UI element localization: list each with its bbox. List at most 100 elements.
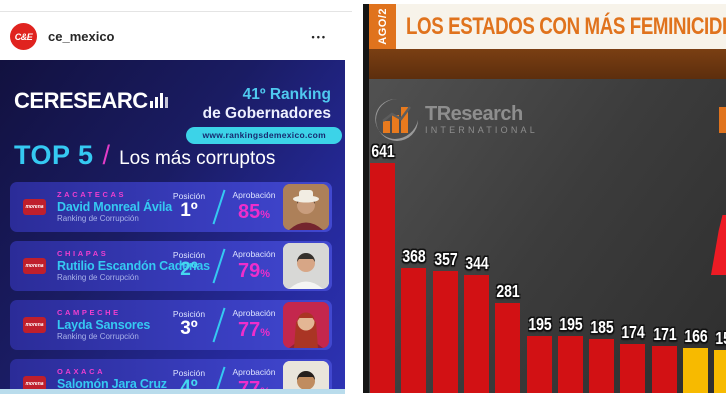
divider-slash [212,366,226,389]
website-pill[interactable]: www.rankingsdemexico.com [186,127,342,144]
tresearch-logo: TResearch INTERNATIONAL [373,95,538,143]
tresearch-logo-icon [375,98,418,141]
ranking-title-line1: 41º Ranking [242,86,331,103]
position-block: Posición 2º [165,249,213,281]
approval-block: Aprobación 77% [225,367,283,389]
feminicidios-infographic: AGO/2 LOS ESTADOS CON MÁS FEMINICIDIOS T… [363,4,726,393]
governor-row: morena OAXACA Salomón Jara Cruz Ranking … [10,359,332,389]
morena-party-badge: morena [23,258,46,274]
avatar[interactable]: C&E [10,23,37,50]
position-label: Posición [172,367,206,378]
position-label: Posición [172,308,206,319]
bar-chart: TResearch INTERNATIONAL 641 368 357 344 281 1… [369,79,726,393]
governor-info: CAMPECHE Layda Sansores Ranking de Corru… [57,307,165,341]
bar-value-label: 171 [652,324,677,344]
morena-party-badge: morena [23,199,46,215]
bar: 174 [620,322,645,393]
title-banner: LOS ESTADOS CON MÁS FEMINICIDIOS [396,4,726,49]
post-header: C&E ce_mexico ••• [0,13,345,60]
infographic-header: AGO/2 LOS ESTADOS CON MÁS FEMINICIDIOS [369,4,726,49]
governor-row: morena ZACATECAS David Monreal Ávila Ran… [10,182,332,232]
state-label: OAXACA [57,366,106,376]
governor-list: morena ZACATECAS David Monreal Ávila Ran… [0,182,345,389]
period-tab: AGO/2 [369,4,396,49]
card-header: CE RESEARC 41º Ranking de Gobernadores [0,60,345,124]
approval-label: Aprobación [232,308,276,319]
brand-ce: CE [14,88,44,113]
position-block: Posición 1º [165,190,213,222]
bar: 171 [652,324,677,393]
governor-photo [283,361,329,389]
next-post-edge [0,389,345,394]
more-options-icon[interactable]: ••• [311,31,327,42]
governor-name: Rutilio Escandón Cadenas [57,258,210,273]
ranking-type-label: Ranking de Corrupción [57,213,139,223]
approval-label: Aprobación [232,249,276,260]
cropped-red-numeral [711,215,726,275]
position-label: Posición [172,249,206,260]
position-label: Posición [172,190,206,201]
ranking-type-label: Ranking de Corrupción [57,331,139,341]
bar: 344 [464,253,489,393]
bar-value-label: 195 [558,314,583,334]
governor-photo [283,243,329,289]
username-link[interactable]: ce_mexico [48,29,115,44]
position-block: Posición 4º [165,367,213,389]
top5-heading: TOP 5 / Los más corruptos [0,124,345,171]
position-value: 4º [180,377,198,389]
bar-value-label: 344 [464,253,489,273]
header-underline-strip [369,49,726,79]
bar-chart-icon [149,93,168,108]
ranking-title-line2: de Gobernadores [202,105,331,123]
state-label: CHIAPAS [57,248,109,258]
ranking-card: CE RESEARC 41º Ranking de Gobernadores ww… [0,60,345,389]
divider-slash [212,307,226,343]
approval-value: 85% [237,200,271,223]
bar: 641 [370,141,395,393]
bar-value-label: 357 [433,249,458,269]
approval-block: Aprobación 77% [225,308,283,341]
bar-value-label: 368 [401,246,426,266]
position-value: 3º [180,318,198,340]
morena-party-badge: morena [23,376,46,389]
top5-slash: / [102,139,111,170]
bar: 357 [433,249,458,393]
governor-photo [283,302,329,348]
bar-value-label: 641 [370,141,395,161]
approval-value: 79% [237,259,271,282]
governor-row: morena CHIAPAS Rutilio Escandón Cadenas … [10,241,332,291]
governor-info: OAXACA Salomón Jara Cruz Ranking de Corr… [57,366,167,389]
approval-block: Aprobación 79% [225,249,283,282]
position-block: Posición 3º [165,308,213,340]
bar: 185 [589,317,614,393]
state-label: ZACATECAS [57,189,127,199]
bar-value-label: 185 [589,317,614,337]
approval-label: Aprobación [232,190,276,201]
state-label: CAMPECHE [57,307,121,317]
approval-label: Aprobación [232,367,276,378]
bar-value-label: 281 [495,281,520,301]
approval-block: Aprobación 85% [225,190,283,223]
ranking-title: 41º Ranking de Gobernadores [203,85,331,124]
bar: 195 [527,314,552,393]
bar-value-label: 166 [683,326,708,346]
position-value: 2º [180,259,198,281]
bar: 368 [401,246,426,393]
bar-value-label: 174 [620,322,645,342]
governor-name: Layda Sansores [57,317,151,332]
cropped-orange-element [719,107,726,133]
ceresearch-logo: CE RESEARC [14,88,168,114]
bar: 157 [714,328,726,393]
governor-info: ZACATECAS David Monreal Ávila Ranking de… [57,189,172,223]
morena-party-badge: morena [23,317,46,333]
period-label: AGO/2 [376,8,389,45]
governor-photo [283,184,329,230]
instagram-post: C&E ce_mexico ••• CE RESEARC 41º Ranking … [0,13,345,397]
infographic-title: LOS ESTADOS CON MÁS FEMINICIDIOS [406,12,726,40]
top5-subtitle: Los más corruptos [119,147,276,169]
governor-name: David Monreal Ávila [57,199,172,214]
bar: 195 [558,314,583,393]
approval-value: 77% [237,318,271,341]
approval-value: 77% [237,377,270,389]
